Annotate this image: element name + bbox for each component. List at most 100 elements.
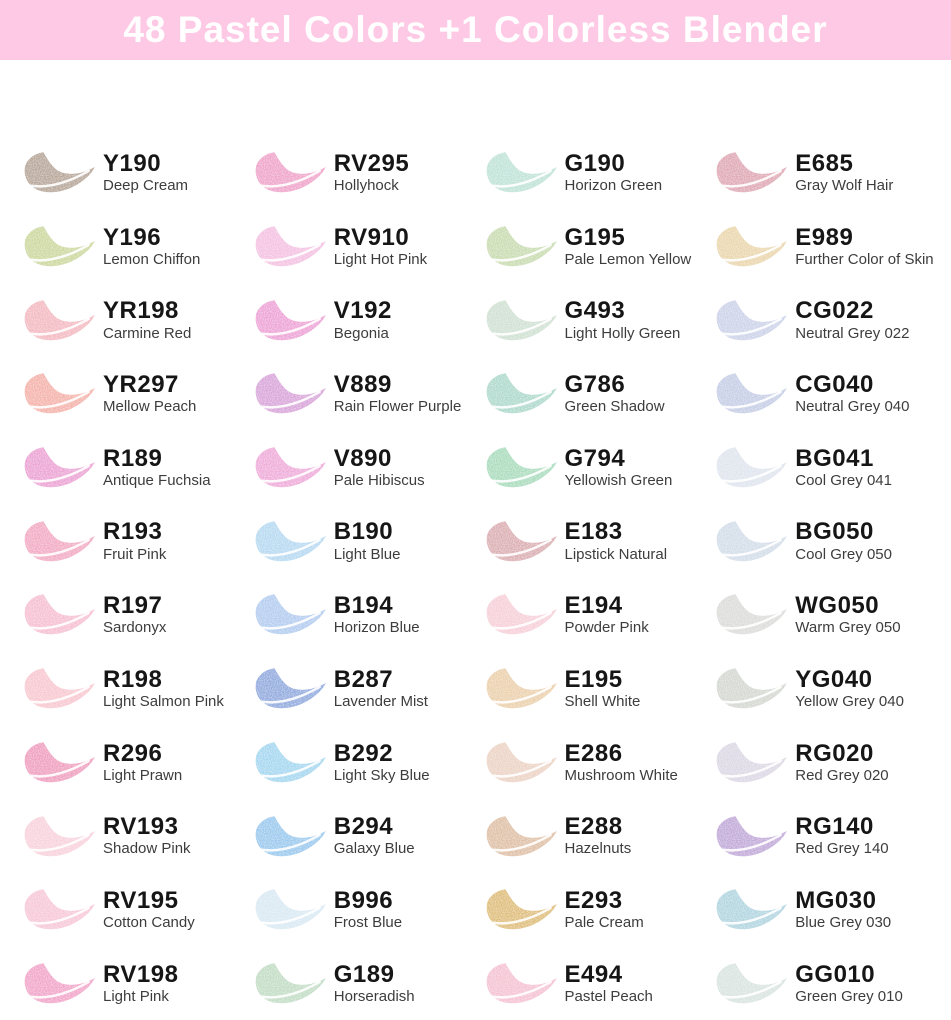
swatch-code: G190: [564, 150, 626, 177]
swatch-name: Light Salmon Pink: [103, 693, 224, 710]
swatch-label-block: R197 Sardonyx: [103, 593, 166, 637]
swatch-label-block: RG140 Red Grey 140: [795, 814, 888, 858]
swatch-code: B190: [333, 518, 394, 546]
swatch-name: Fruit Pink: [103, 545, 167, 563]
color-swatch-item: E293 Pale Cream: [482, 873, 713, 947]
swatch-label-block: BG050 Cool Grey 050: [795, 519, 892, 563]
swatch-label-block: RV198 Light Pink: [103, 961, 178, 1006]
swatch-code: YR297: [103, 371, 179, 399]
color-swatch-item: WG050 Warm Grey 050: [712, 578, 943, 652]
brush-stroke-swatch-icon: [716, 889, 788, 930]
swatch-code: E194: [564, 592, 623, 620]
swatch-name: Rain Flower Purple: [333, 398, 462, 416]
highlight-slash: [29, 317, 90, 336]
swatch-code: YR198: [103, 297, 179, 325]
brush-stroke-swatch-icon: [255, 447, 326, 488]
swatch-label-block: G195 Pale Lemon Yellow: [565, 224, 692, 269]
swatch-label-block: G493 Light Holly Green: [565, 298, 681, 342]
highlight-slash: [29, 612, 90, 631]
highlight-slash: [29, 170, 90, 188]
highlight-slash: [29, 833, 90, 852]
highlight-slash: [29, 464, 90, 483]
color-swatch-item: G794 Yellowish Green: [482, 431, 713, 505]
highlight-slash: [721, 759, 783, 778]
brush-stroke-swatch-icon: [255, 521, 326, 562]
swatch-name: Blue Grey 030: [795, 914, 892, 932]
brush-stroke-swatch-icon: [486, 299, 557, 340]
swatch-code: E989: [795, 223, 854, 251]
swatch-name: Neutral Grey 040: [795, 398, 910, 416]
highlight-slash: [721, 243, 783, 262]
swatch-code: CG022: [795, 297, 874, 325]
brush-stroke-swatch-icon: [716, 963, 788, 1004]
swatch-name: Sardonyx: [103, 619, 167, 637]
brush-stroke-swatch-icon: [716, 594, 788, 635]
brush-stroke-swatch-icon: [486, 226, 557, 267]
swatch-name: Mushroom White: [564, 766, 678, 784]
swatch-label-block: RV193 Shadow Pink: [103, 814, 191, 858]
swatch-label-block: GG010 Green Grey 010: [795, 961, 903, 1006]
swatch-name: Yellowish Green: [564, 471, 673, 489]
swatch-name: Gray Wolf Hair: [795, 177, 894, 195]
highlight-slash: [721, 464, 783, 483]
highlight-slash: [721, 906, 783, 925]
swatch-code: R193: [103, 518, 163, 546]
color-swatch-item: RV195 Cotton Candy: [20, 873, 251, 947]
brush-stroke-swatch-icon: [716, 447, 788, 488]
color-grid: Y190 Deep Cream RV295 Hollyhock G190: [0, 136, 951, 1020]
highlight-slash: [29, 685, 90, 704]
highlight-slash: [260, 612, 321, 631]
swatch-label-block: G190 Horizon Green: [565, 151, 663, 195]
highlight-slash: [260, 980, 321, 999]
swatch-label-block: G794 Yellowish Green: [565, 446, 673, 490]
swatch-label-block: G189 Horseradish: [334, 961, 415, 1006]
highlight-slash: [721, 685, 783, 704]
swatch-name: Mellow Peach: [103, 398, 197, 416]
swatch-name: Lipstick Natural: [564, 545, 668, 563]
color-swatch-item: R296 Light Prawn: [20, 726, 251, 800]
brush-stroke-swatch-icon: [716, 152, 788, 193]
swatch-code: MG030: [795, 886, 877, 914]
swatch-name: Cool Grey 041: [795, 471, 892, 489]
color-swatch-item: G195 Pale Lemon Yellow: [482, 210, 713, 284]
color-swatch-item: E989 Further Color of Skin: [712, 210, 943, 284]
swatch-label-block: E183 Lipstick Natural: [565, 519, 668, 563]
swatch-label-block: V192 Begonia: [334, 298, 392, 342]
swatch-name: Light Prawn: [103, 766, 183, 784]
color-swatch-item: V890 Pale Hibiscus: [251, 431, 482, 505]
brush-stroke-swatch-icon: [255, 815, 326, 856]
swatch-label-block: Y190 Deep Cream: [103, 151, 188, 195]
color-swatch-item: B292 Light Sky Blue: [251, 726, 482, 800]
swatch-label-block: R198 Light Salmon Pink: [103, 667, 224, 711]
swatch-name: Green Grey 010: [795, 987, 903, 1005]
color-swatch-item: E195 Shell White: [482, 652, 713, 726]
highlight-slash: [491, 833, 552, 852]
swatch-label-block: E989 Further Color of Skin: [795, 223, 934, 269]
color-swatch-item: RV193 Shadow Pink: [20, 799, 251, 873]
brush-stroke-swatch-icon: [24, 226, 95, 267]
highlight-slash: [721, 833, 783, 852]
swatch-label-block: Y196 Lemon Chiffon: [103, 224, 200, 269]
color-swatch-item: G190 Horizon Green: [482, 136, 713, 210]
highlight-slash: [29, 906, 90, 925]
swatch-label-block: CG022 Neutral Grey 022: [795, 298, 909, 342]
swatch-code: V192: [333, 297, 392, 325]
swatch-name: Frost Blue: [333, 914, 403, 932]
brush-stroke-swatch-icon: [24, 521, 95, 562]
swatch-label-block: E195 Shell White: [565, 667, 641, 711]
swatch-name: Pastel Peach: [564, 987, 653, 1005]
color-swatch-item: MG030 Blue Grey 030: [712, 873, 943, 947]
color-swatch-item: B190 Light Blue: [251, 504, 482, 578]
swatch-name: Further Color of Skin: [795, 250, 934, 268]
color-swatch-item: G189 Horseradish: [251, 947, 482, 1020]
swatch-name: Begonia: [333, 324, 389, 342]
highlight-slash: [491, 391, 552, 409]
brush-stroke-swatch-icon: [716, 668, 788, 709]
swatch-name: Carmine Red: [103, 324, 192, 342]
swatch-label-block: WG050 Warm Grey 050: [795, 593, 900, 637]
color-swatch-item: G493 Light Holly Green: [482, 283, 713, 357]
swatch-label-block: R189 Antique Fuchsia: [103, 446, 211, 490]
swatch-code: V889: [333, 371, 392, 399]
highlight-slash: [260, 464, 321, 483]
color-swatch-item: R193 Fruit Pink: [20, 504, 251, 578]
